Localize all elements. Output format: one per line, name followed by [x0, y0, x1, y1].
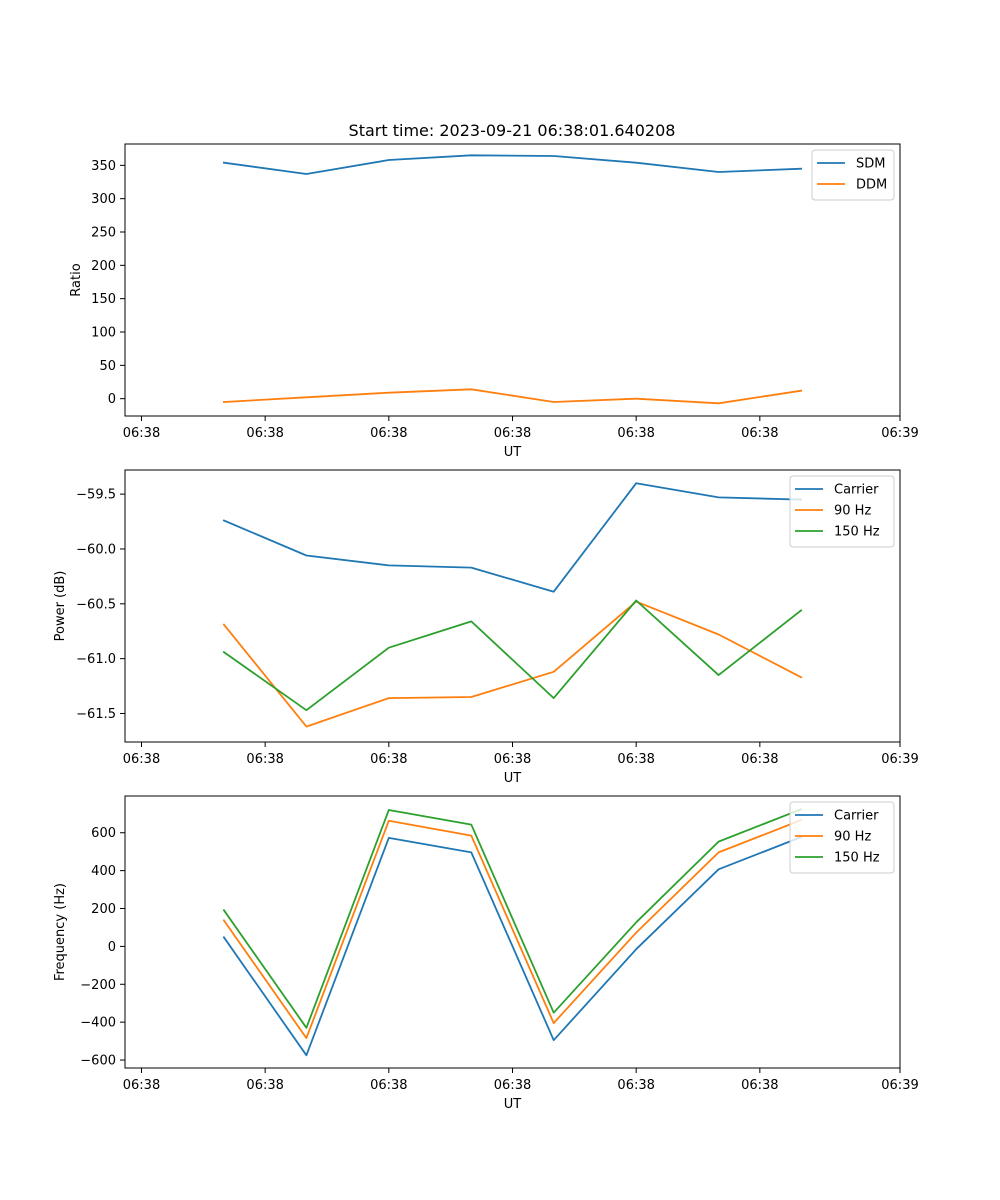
x-tick-label: 06:39 [881, 426, 918, 441]
y-tick-label: 200 [91, 902, 116, 917]
y-tick-label: −200 [80, 978, 116, 993]
legend-label: Carrier [834, 809, 879, 824]
x-tick-label: 06:38 [494, 426, 531, 441]
x-tick-label: 06:38 [370, 426, 407, 441]
x-tick-label: 06:38 [741, 426, 778, 441]
legend-label: 150 Hz [834, 525, 880, 540]
y-axis-label: Power (dB) [53, 571, 68, 642]
y-tick-label: 400 [91, 864, 116, 879]
subplots: 06:38 06:38 06:38 06:38 06:38 06:38 06:39 0 50 10… [53, 143, 919, 1112]
x-tick-label: 06:38 [494, 752, 531, 767]
legend-box [789, 801, 895, 874]
legend-box [789, 475, 895, 548]
y-tick-label: 250 [91, 226, 116, 241]
legend-label: 90 Hz [834, 830, 871, 845]
x-tick-label: 06:38 [370, 1078, 407, 1093]
subplot-1: 06:38 06:38 06:38 06:38 06:38 06:38 06:39 0 50 10… [69, 143, 919, 460]
y-tick-label: −400 [80, 1016, 116, 1031]
series-line-carrier [222, 482, 803, 593]
legend: SDM DDM [811, 149, 895, 201]
x-tick-label: 06:38 [617, 426, 654, 441]
y-tick-label: −600 [80, 1054, 116, 1069]
y-tick-label: 50 [99, 359, 116, 374]
y-tick-label: −60.5 [76, 597, 116, 612]
x-tick-label: 06:38 [617, 1078, 654, 1093]
legend-label: 90 Hz [834, 504, 871, 519]
y-tick-label: 600 [91, 826, 116, 841]
series-line-150-hz [222, 808, 803, 1029]
x-tick-label: 06:38 [741, 1078, 778, 1093]
legend: Carrier 90 Hz 150 Hz [789, 475, 895, 548]
y-tick-label: −60.0 [76, 542, 116, 557]
x-tick-label: 06:38 [123, 426, 160, 441]
y-axis-label: Frequency (Hz) [53, 883, 68, 981]
y-tick-label: −61.5 [76, 707, 116, 722]
legend-label: Carrier [834, 483, 879, 498]
series-line-150-hz [222, 599, 803, 712]
y-tick-label: 100 [91, 326, 116, 341]
legend-label: DDM [856, 178, 887, 193]
y-tick-label: 350 [91, 159, 116, 174]
figure-title: Start time: 2023-09-21 06:38:01.640208 [349, 121, 676, 140]
series-line-90-hz [222, 600, 803, 728]
x-tick-label: 06:38 [246, 426, 283, 441]
x-tick-label: 06:38 [370, 752, 407, 767]
x-axis-label: UT [504, 771, 522, 786]
y-tick-label: −61.0 [76, 652, 116, 667]
y-tick-label: 200 [91, 259, 116, 274]
x-tick-label: 06:38 [741, 752, 778, 767]
y-tick-label: 300 [91, 192, 116, 207]
series-line-90-hz [222, 818, 803, 1039]
subplot-3: 06:38 06:38 06:38 06:38 06:38 06:38 06:39 −600 −… [53, 795, 919, 1112]
y-axis-label: Ratio [69, 263, 84, 296]
series-line-ddm [222, 388, 803, 405]
x-tick-label: 06:38 [123, 1078, 160, 1093]
series-line-carrier [222, 835, 803, 1057]
legend-label: 150 Hz [834, 851, 880, 866]
x-tick-label: 06:38 [246, 1078, 283, 1093]
y-tick-label: −59.5 [76, 488, 116, 503]
y-tick-label: 0 [108, 940, 116, 955]
subplot-2: 06:38 06:38 06:38 06:38 06:38 06:38 06:39 −61.5… [53, 469, 919, 786]
legend-label: SDM [856, 157, 885, 172]
x-tick-label: 06:39 [881, 752, 918, 767]
x-tick-label: 06:38 [246, 752, 283, 767]
x-tick-label: 06:38 [617, 752, 654, 767]
y-tick-label: 0 [108, 392, 116, 407]
x-axis-label: UT [504, 445, 522, 460]
x-tick-label: 06:38 [123, 752, 160, 767]
x-tick-label: 06:39 [881, 1078, 918, 1093]
x-tick-label: 06:38 [494, 1078, 531, 1093]
y-tick-label: 150 [91, 292, 116, 307]
series-line-sdm [222, 154, 803, 175]
x-axis-label: UT [504, 1097, 522, 1112]
legend: Carrier 90 Hz 150 Hz [789, 801, 895, 874]
